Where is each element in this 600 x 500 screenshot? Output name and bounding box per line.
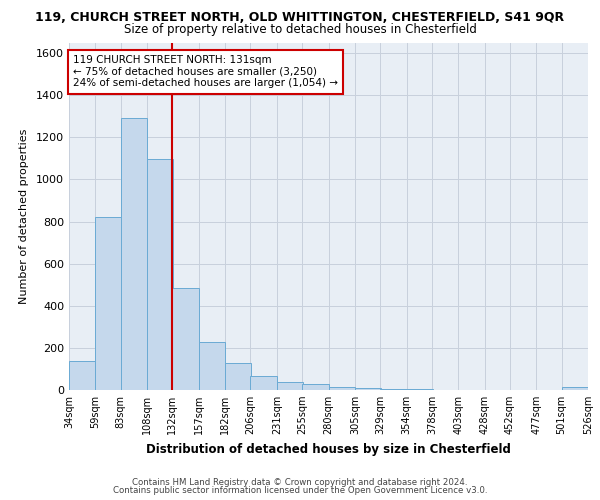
Bar <box>329 387 355 390</box>
Bar <box>199 342 225 390</box>
Bar <box>302 384 329 390</box>
Bar <box>355 388 381 390</box>
Text: Contains HM Land Registry data © Crown copyright and database right 2024.: Contains HM Land Registry data © Crown c… <box>132 478 468 487</box>
Text: Size of property relative to detached houses in Chesterfield: Size of property relative to detached ho… <box>124 22 476 36</box>
Bar <box>172 288 199 390</box>
Bar <box>380 389 407 390</box>
Bar <box>250 376 277 390</box>
Bar <box>69 360 95 390</box>
Bar <box>562 388 588 390</box>
Text: 119, CHURCH STREET NORTH, OLD WHITTINGTON, CHESTERFIELD, S41 9QR: 119, CHURCH STREET NORTH, OLD WHITTINGTO… <box>35 11 565 24</box>
Bar <box>147 160 173 390</box>
Text: Contains public sector information licensed under the Open Government Licence v3: Contains public sector information licen… <box>113 486 487 495</box>
Bar <box>225 362 251 390</box>
Bar <box>277 382 303 390</box>
X-axis label: Distribution of detached houses by size in Chesterfield: Distribution of detached houses by size … <box>146 442 511 456</box>
Bar <box>121 118 147 390</box>
Bar <box>95 218 122 390</box>
Y-axis label: Number of detached properties: Number of detached properties <box>19 128 29 304</box>
Text: 119 CHURCH STREET NORTH: 131sqm
← 75% of detached houses are smaller (3,250)
24%: 119 CHURCH STREET NORTH: 131sqm ← 75% of… <box>73 55 338 88</box>
